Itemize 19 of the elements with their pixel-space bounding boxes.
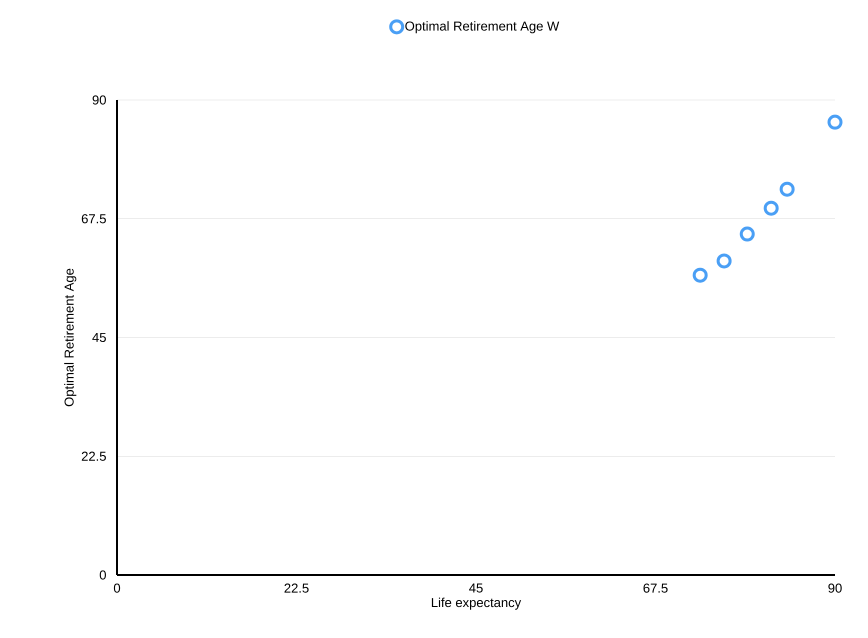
x-tick-label: 0 bbox=[114, 584, 120, 593]
y-tick-label: 45 bbox=[92, 332, 106, 342]
y-tick-label: 67.5 bbox=[82, 214, 106, 224]
x-tick-label: 22.5 bbox=[284, 584, 309, 593]
legend-label: Optimal Retirement Age W bbox=[405, 21, 560, 34]
y-axis-title: Optimal Retirement Age bbox=[64, 268, 76, 406]
point bbox=[780, 182, 795, 197]
y-tick-label: 22.5 bbox=[82, 452, 106, 461]
x-tick-label: 45 bbox=[469, 584, 483, 593]
point bbox=[828, 114, 843, 130]
point bbox=[740, 226, 755, 242]
y-tick-label: 90 bbox=[92, 95, 106, 105]
y-tick-label: 0 bbox=[100, 570, 106, 580]
x-tick-label: 90 bbox=[828, 584, 842, 593]
point bbox=[716, 253, 732, 268]
point bbox=[764, 200, 779, 216]
x-tick-label: 67.5 bbox=[644, 584, 668, 593]
point bbox=[692, 268, 708, 283]
x-axis-title: Life expectancy bbox=[432, 598, 522, 610]
